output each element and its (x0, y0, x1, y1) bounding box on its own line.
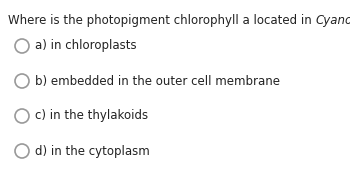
Text: Where is the photopigment chlorophyll a located in: Where is the photopigment chlorophyll a … (8, 14, 315, 27)
Text: c) in the thylakoids: c) in the thylakoids (35, 109, 148, 122)
Text: b) embedded in the outer cell membrane: b) embedded in the outer cell membrane (35, 74, 280, 87)
Text: Cyanobacteria?: Cyanobacteria? (315, 14, 350, 27)
Text: d) in the cytoplasm: d) in the cytoplasm (35, 145, 150, 158)
Text: a) in chloroplasts: a) in chloroplasts (35, 40, 136, 53)
